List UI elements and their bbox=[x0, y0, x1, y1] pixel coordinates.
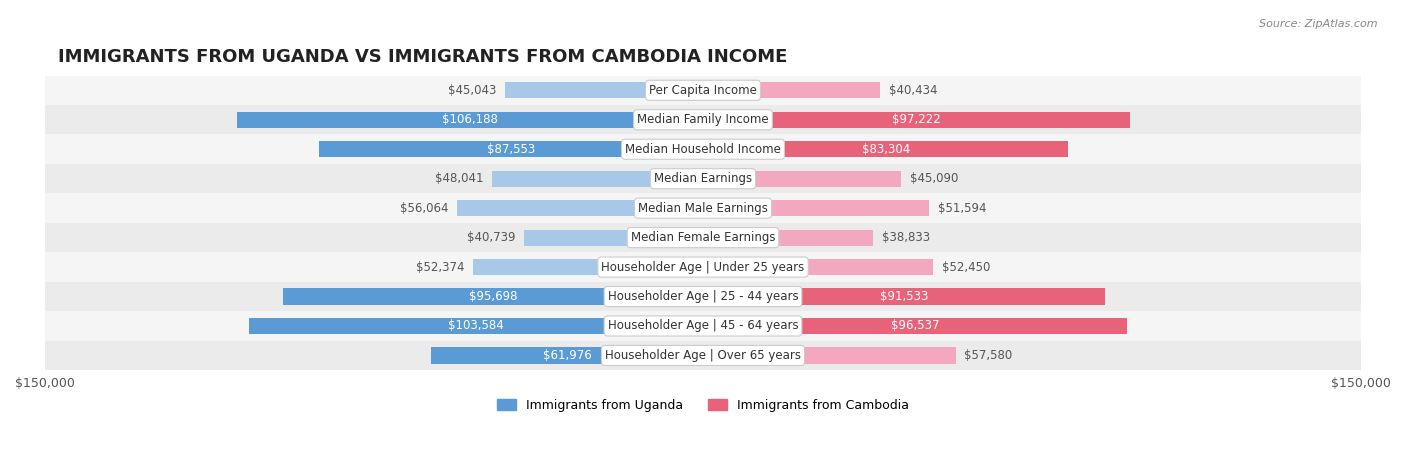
Text: $52,450: $52,450 bbox=[942, 261, 990, 274]
Bar bbox=[45, 311, 1361, 341]
Bar bbox=[703, 200, 929, 216]
Text: $95,698: $95,698 bbox=[468, 290, 517, 303]
Bar bbox=[703, 112, 1129, 128]
Text: Householder Age | 45 - 64 years: Householder Age | 45 - 64 years bbox=[607, 319, 799, 333]
Text: $91,533: $91,533 bbox=[880, 290, 928, 303]
Text: $45,043: $45,043 bbox=[449, 84, 496, 97]
Bar bbox=[45, 164, 1361, 193]
Bar bbox=[703, 82, 880, 99]
Bar bbox=[457, 200, 703, 216]
Bar bbox=[524, 229, 703, 246]
Text: $57,580: $57,580 bbox=[965, 349, 1012, 362]
Bar bbox=[249, 318, 703, 334]
Bar bbox=[45, 282, 1361, 311]
Text: Source: ZipAtlas.com: Source: ZipAtlas.com bbox=[1260, 19, 1378, 28]
Text: Median Household Income: Median Household Income bbox=[626, 143, 780, 156]
Bar bbox=[45, 193, 1361, 223]
Text: $51,594: $51,594 bbox=[938, 202, 987, 215]
Text: Householder Age | 25 - 44 years: Householder Age | 25 - 44 years bbox=[607, 290, 799, 303]
Text: Per Capita Income: Per Capita Income bbox=[650, 84, 756, 97]
Text: Median Family Income: Median Family Income bbox=[637, 113, 769, 126]
Bar bbox=[703, 229, 873, 246]
Text: $61,976: $61,976 bbox=[543, 349, 592, 362]
Text: $40,739: $40,739 bbox=[467, 231, 516, 244]
Text: Median Male Earnings: Median Male Earnings bbox=[638, 202, 768, 215]
Bar bbox=[45, 341, 1361, 370]
Text: $87,553: $87,553 bbox=[486, 143, 536, 156]
Bar bbox=[703, 318, 1126, 334]
Bar bbox=[238, 112, 703, 128]
Text: Householder Age | Under 25 years: Householder Age | Under 25 years bbox=[602, 261, 804, 274]
Text: $38,833: $38,833 bbox=[882, 231, 931, 244]
Bar bbox=[45, 105, 1361, 134]
Bar bbox=[45, 76, 1361, 105]
Text: $48,041: $48,041 bbox=[434, 172, 484, 185]
Text: $97,222: $97,222 bbox=[891, 113, 941, 126]
Bar bbox=[432, 347, 703, 363]
Text: $96,537: $96,537 bbox=[890, 319, 939, 333]
Bar bbox=[492, 170, 703, 187]
Bar bbox=[703, 347, 956, 363]
Text: $45,090: $45,090 bbox=[910, 172, 957, 185]
Text: Median Female Earnings: Median Female Earnings bbox=[631, 231, 775, 244]
Bar bbox=[319, 141, 703, 157]
Text: IMMIGRANTS FROM UGANDA VS IMMIGRANTS FROM CAMBODIA INCOME: IMMIGRANTS FROM UGANDA VS IMMIGRANTS FRO… bbox=[58, 48, 787, 66]
Text: $103,584: $103,584 bbox=[449, 319, 503, 333]
Text: $106,188: $106,188 bbox=[441, 113, 498, 126]
Bar bbox=[703, 141, 1069, 157]
Text: Median Earnings: Median Earnings bbox=[654, 172, 752, 185]
Legend: Immigrants from Uganda, Immigrants from Cambodia: Immigrants from Uganda, Immigrants from … bbox=[492, 394, 914, 417]
Bar bbox=[45, 252, 1361, 282]
Bar bbox=[283, 289, 703, 304]
Text: $52,374: $52,374 bbox=[416, 261, 464, 274]
Text: $56,064: $56,064 bbox=[399, 202, 449, 215]
Text: $40,434: $40,434 bbox=[889, 84, 938, 97]
Bar bbox=[505, 82, 703, 99]
Text: $83,304: $83,304 bbox=[862, 143, 910, 156]
Text: Householder Age | Over 65 years: Householder Age | Over 65 years bbox=[605, 349, 801, 362]
Bar bbox=[45, 223, 1361, 252]
Bar bbox=[703, 289, 1105, 304]
Bar bbox=[703, 259, 934, 275]
Bar bbox=[45, 134, 1361, 164]
Bar bbox=[703, 170, 901, 187]
Bar bbox=[474, 259, 703, 275]
